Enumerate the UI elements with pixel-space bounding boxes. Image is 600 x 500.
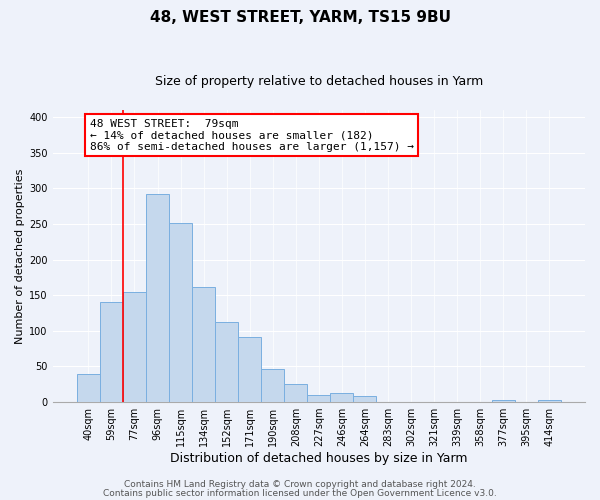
Bar <box>77 374 100 402</box>
Bar <box>284 384 307 402</box>
Text: Contains HM Land Registry data © Crown copyright and database right 2024.: Contains HM Land Registry data © Crown c… <box>124 480 476 489</box>
Text: 48, WEST STREET, YARM, TS15 9BU: 48, WEST STREET, YARM, TS15 9BU <box>149 10 451 25</box>
Text: Contains public sector information licensed under the Open Government Licence v3: Contains public sector information licen… <box>103 488 497 498</box>
Title: Size of property relative to detached houses in Yarm: Size of property relative to detached ho… <box>155 75 483 88</box>
Bar <box>307 395 331 402</box>
Text: 48 WEST STREET:  79sqm
← 14% of detached houses are smaller (182)
86% of semi-de: 48 WEST STREET: 79sqm ← 14% of detached … <box>90 119 414 152</box>
Bar <box>100 302 123 402</box>
Bar <box>123 292 146 402</box>
X-axis label: Distribution of detached houses by size in Yarm: Distribution of detached houses by size … <box>170 452 467 465</box>
Bar <box>169 224 192 402</box>
Bar <box>331 393 353 402</box>
Bar <box>491 400 515 402</box>
Bar <box>261 370 284 402</box>
Bar <box>215 322 238 402</box>
Bar <box>192 288 215 402</box>
Bar <box>238 336 261 402</box>
Bar <box>538 400 561 402</box>
Bar <box>146 194 169 402</box>
Bar <box>353 396 376 402</box>
Y-axis label: Number of detached properties: Number of detached properties <box>15 168 25 344</box>
